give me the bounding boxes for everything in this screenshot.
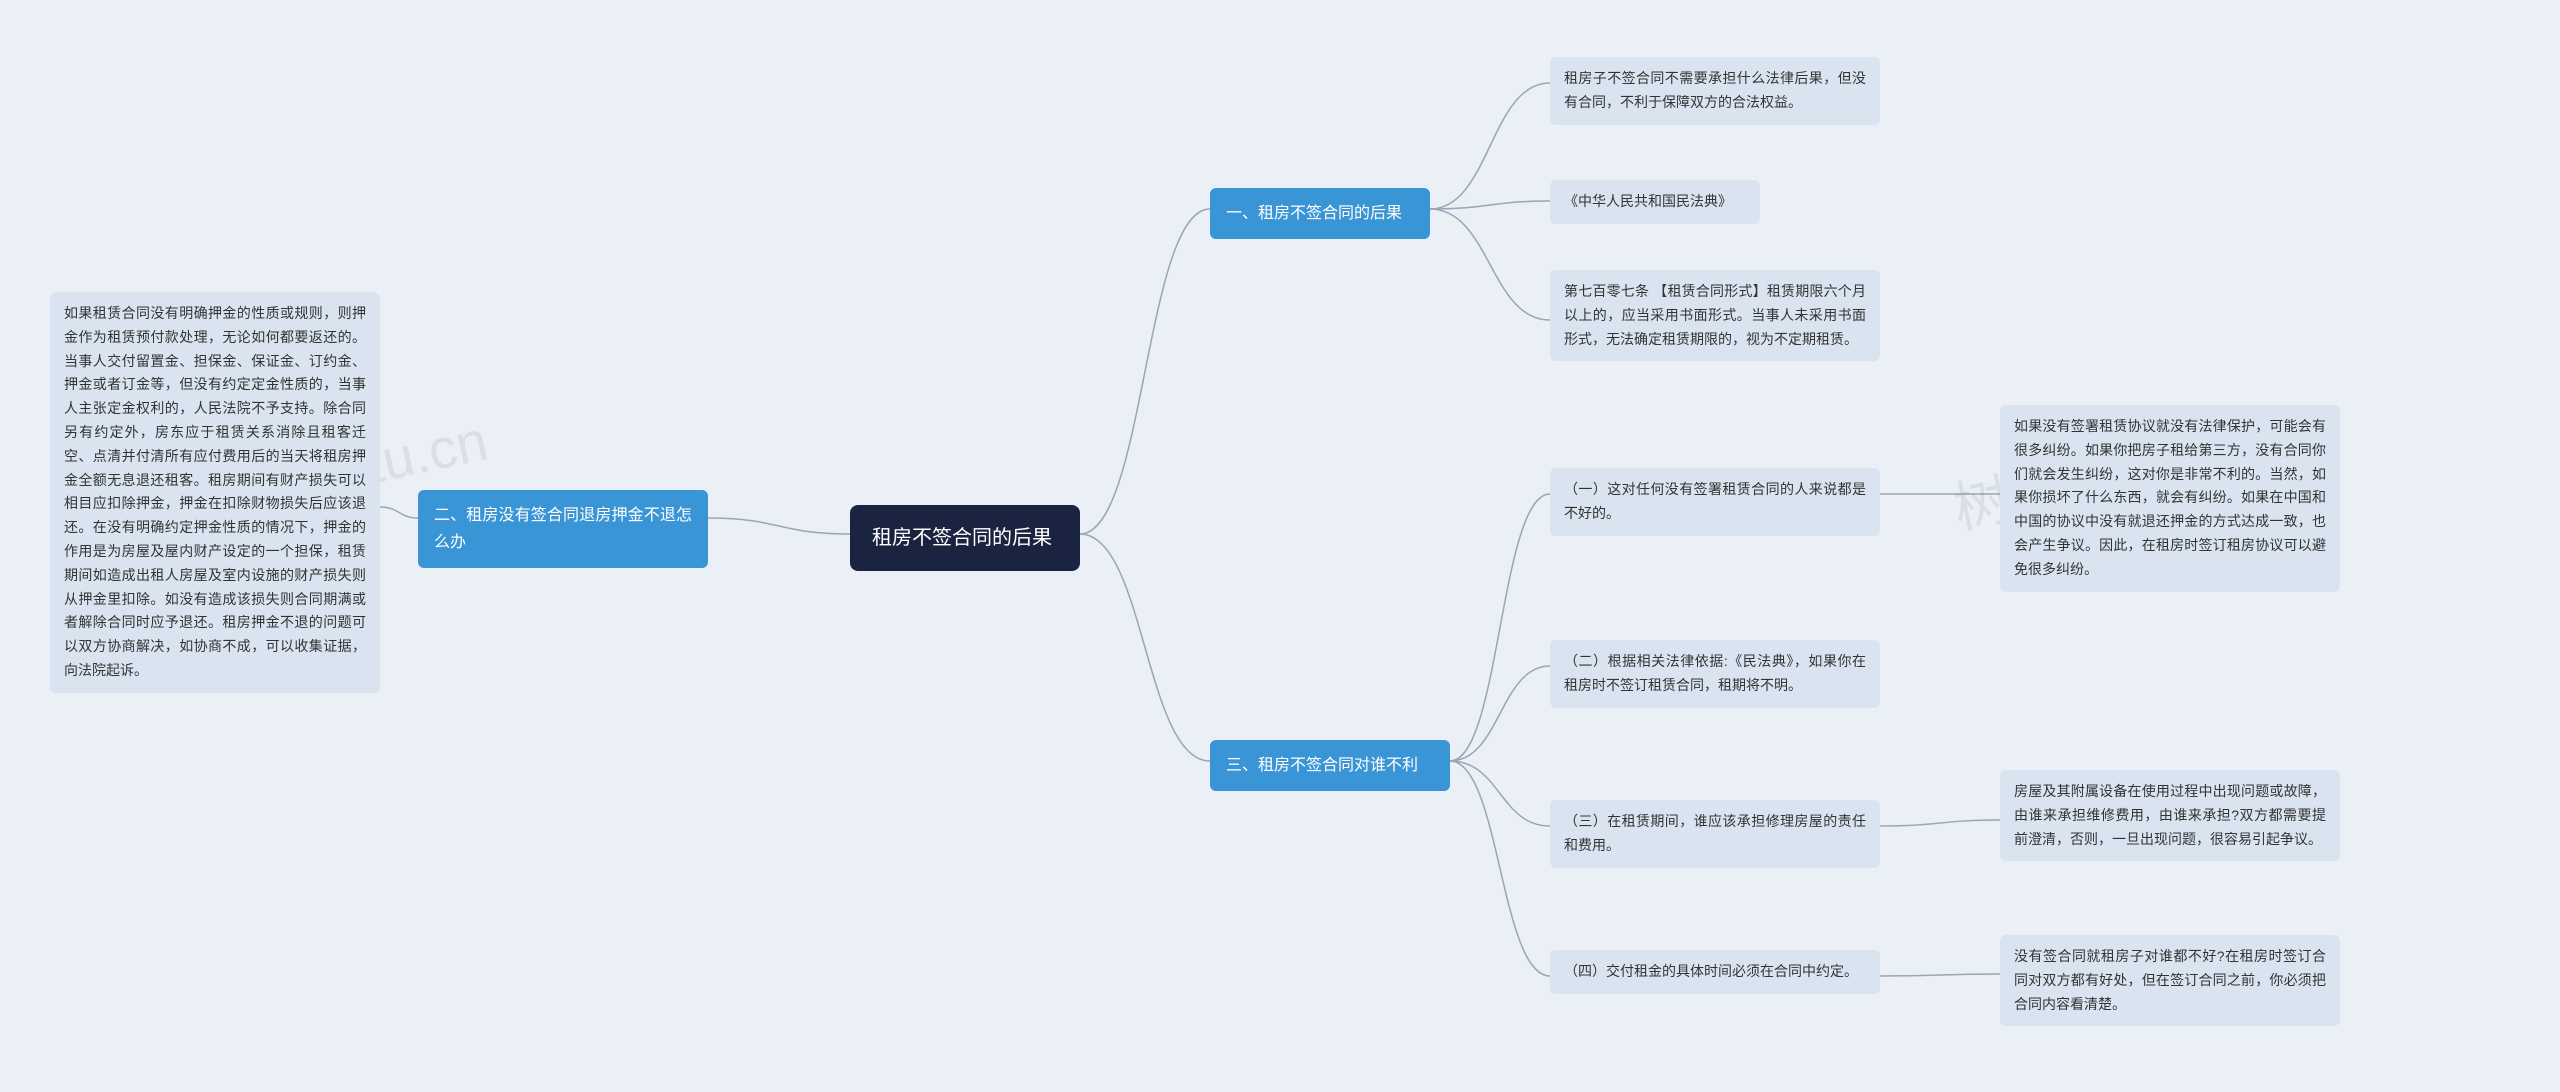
leaf-3d-detail: 没有签合同就租房子对谁都不好?在租房时签订合同对双方都有好处，但在签订合同之前，…	[2000, 935, 2340, 1026]
branch-section-1[interactable]: 一、租房不签合同的后果	[1210, 188, 1430, 239]
leaf-section-2-detail: 如果租赁合同没有明确押金的性质或规则，则押金作为租赁预付款处理，无论如何都要返还…	[50, 292, 380, 693]
branch-section-2[interactable]: 二、租房没有签合同退房押金不退怎么办	[418, 490, 708, 568]
leaf-3c-detail: 房屋及其附属设备在使用过程中出现问题或故障，由谁来承担维修费用，由谁来承担?双方…	[2000, 770, 2340, 861]
leaf-1c: 第七百零七条 【租赁合同形式】租赁期限六个月以上的，应当采用书面形式。当事人未采…	[1550, 270, 1880, 361]
leaf-3b: （二）根据相关法律依据:《民法典》，如果你在租房时不签订租赁合同，租期将不明。	[1550, 640, 1880, 708]
branch-section-3[interactable]: 三、租房不签合同对谁不利	[1210, 740, 1450, 791]
leaf-3a: （一）这对任何没有签署租赁合同的人来说都是不好的。	[1550, 468, 1880, 536]
root-node[interactable]: 租房不签合同的后果	[850, 505, 1080, 571]
leaf-3a-detail: 如果没有签署租赁协议就没有法律保护，可能会有很多纠纷。如果你把房子租给第三方，没…	[2000, 405, 2340, 592]
leaf-1a: 租房子不签合同不需要承担什么法律后果，但没有合同，不利于保障双方的合法权益。	[1550, 57, 1880, 125]
leaf-3d: （四）交付租金的具体时间必须在合同中约定。	[1550, 950, 1880, 994]
leaf-3c: （三）在租赁期间，谁应该承担修理房屋的责任和费用。	[1550, 800, 1880, 868]
leaf-1b: 《中华人民共和国民法典》	[1550, 180, 1760, 224]
